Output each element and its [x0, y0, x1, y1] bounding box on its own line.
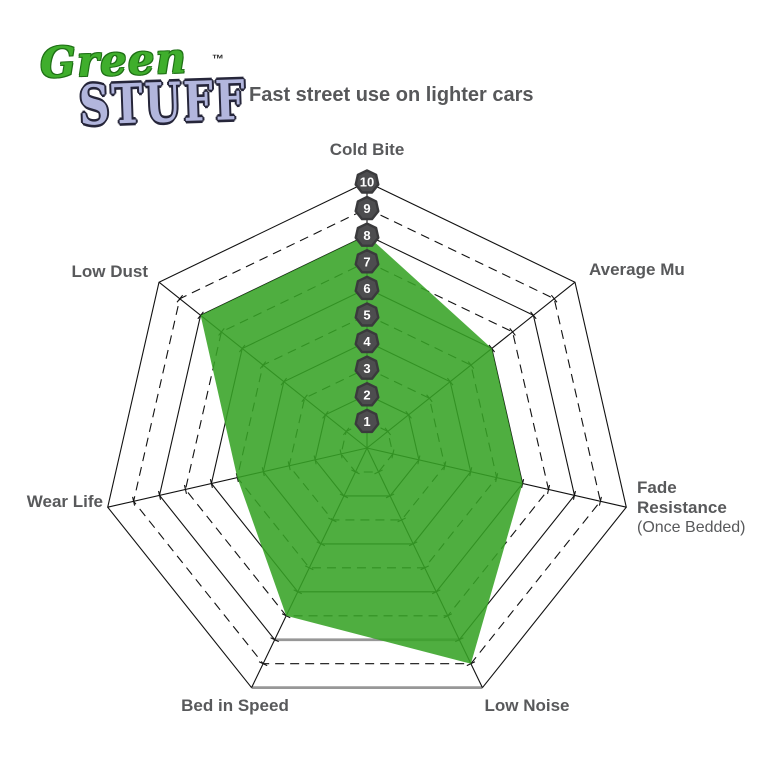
greenstuff-logo: Green STUFF ™ — [39, 30, 248, 148]
axis-label-fade-resistance-sub: (Once Bedded) — [637, 519, 746, 536]
scale-badge-number: 4 — [363, 334, 371, 349]
chart-subtitle: Fast street use on lighter cars — [249, 84, 534, 106]
scale-badge — [354, 355, 380, 380]
scale-badge — [354, 169, 380, 194]
radar-scale-badges: 1 2 3 4 5 6 7 8 9 10 — [354, 169, 380, 434]
radar-data-polygon — [200, 235, 523, 664]
scale-badge — [354, 302, 380, 327]
axis-label-low-dust: Low Dust — [71, 262, 149, 281]
logo-stuff-text: STUFF — [78, 68, 248, 138]
scale-badge — [354, 222, 380, 247]
trademark-symbol: ™ — [212, 52, 224, 66]
scale-badge-number: 8 — [363, 228, 370, 243]
scale-badge-number: 9 — [363, 201, 370, 216]
scale-badge — [354, 382, 380, 407]
scale-badge-number: 7 — [363, 254, 370, 269]
axis-label-average-mu: Average Mu — [589, 260, 685, 279]
scale-badge — [354, 275, 380, 301]
scale-badge-number: 2 — [363, 387, 370, 402]
axis-label-cold-bite: Cold Bite — [329, 140, 405, 159]
scale-badge-number: 5 — [363, 308, 370, 323]
scale-badge — [354, 195, 380, 221]
scale-badge — [354, 328, 380, 354]
axis-label-fade-resistance: Fade Resistance (Once Bedded) — [637, 478, 749, 538]
axis-label-fade-resistance-main: Fade Resistance — [637, 478, 727, 517]
axis-label-low-noise: Low Noise — [484, 696, 570, 715]
scale-badge-number: 3 — [363, 361, 370, 376]
scale-badge — [354, 408, 380, 434]
scale-badge-number: 6 — [363, 281, 370, 296]
scale-badge-number: 1 — [363, 414, 370, 429]
axis-label-bed-in-speed: Bed in Speed — [181, 696, 289, 715]
scale-badge — [354, 249, 380, 274]
axis-label-wear-life: Wear Life — [26, 492, 103, 511]
scale-badge-number: 10 — [360, 175, 374, 190]
